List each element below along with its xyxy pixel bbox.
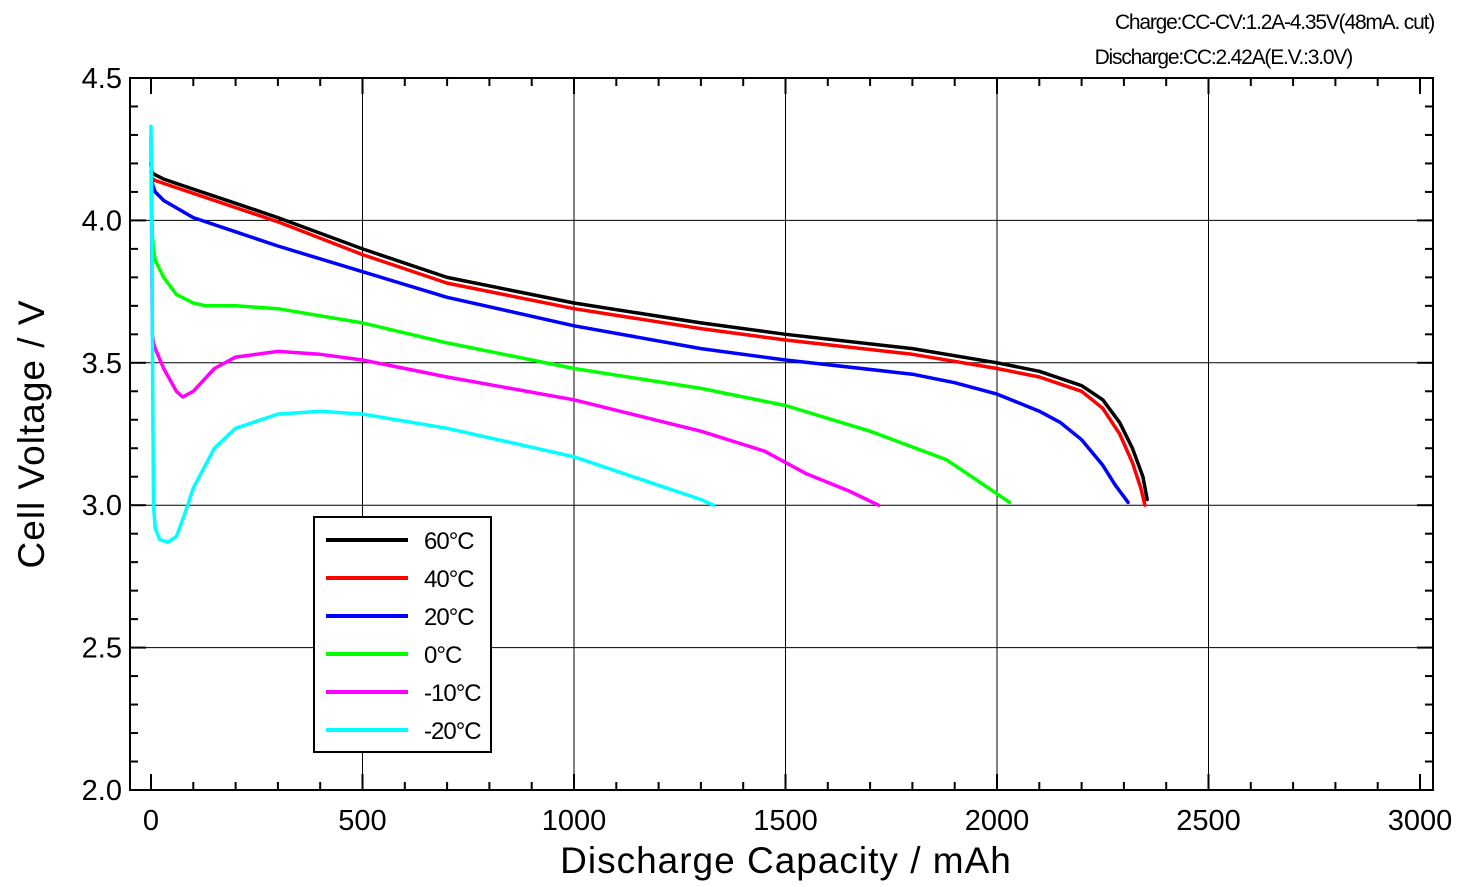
series-line: [149, 124, 716, 544]
plot-frame: [129, 77, 1434, 791]
legend-label: -10°C: [424, 680, 481, 707]
legend: 60°C 40°C 20°C 0°C -10°C -20°C: [313, 516, 492, 753]
axis-ticks: [130, 77, 1433, 791]
series-line: [149, 161, 1149, 502]
legend-label: 0°C: [424, 642, 462, 669]
y-axis-title: Cell Voltage / V: [11, 300, 52, 569]
legend-label: -20°C: [424, 718, 481, 745]
charge-condition-text: Charge:CC-CV:1.2A-4.35V(48mA. cut): [1115, 11, 1434, 34]
legend-label: 20°C: [424, 604, 474, 631]
discharge-condition-text: Discharge:CC:2.42A(E.V.:3.0V): [1095, 46, 1353, 69]
x-tick-label: 1500: [753, 805, 818, 837]
y-tick-label: 3.5: [82, 348, 122, 380]
series-line: [149, 170, 1147, 507]
legend-label: 60°C: [424, 528, 474, 555]
series-line: [149, 133, 881, 507]
x-tick-label: 2500: [1176, 805, 1241, 837]
y-tick-label: 4.0: [82, 205, 122, 237]
y-tick-label: 3.0: [82, 490, 122, 522]
series-line: [149, 161, 1130, 505]
x-tick-label: 500: [338, 805, 386, 837]
series-line: [149, 147, 1012, 505]
y-tick-label: 2.0: [82, 775, 122, 807]
tick-labels: 0 500 1000 1500 2000 2500 3000 2.0 2.5 3.0 3.5 4.0 4…: [82, 63, 1453, 837]
series-lines: [149, 124, 1149, 544]
legend-box: [313, 516, 492, 753]
x-tick-label: 3000: [1388, 805, 1453, 837]
x-tick-label: 1000: [542, 805, 607, 837]
legend-label: 40°C: [424, 566, 474, 593]
x-tick-label: 2000: [965, 805, 1030, 837]
x-axis-title: Discharge Capacity / mAh: [560, 840, 1012, 881]
y-tick-label: 4.5: [82, 63, 122, 95]
x-tick-label: 0: [143, 805, 159, 837]
y-tick-label: 2.5: [82, 633, 122, 665]
